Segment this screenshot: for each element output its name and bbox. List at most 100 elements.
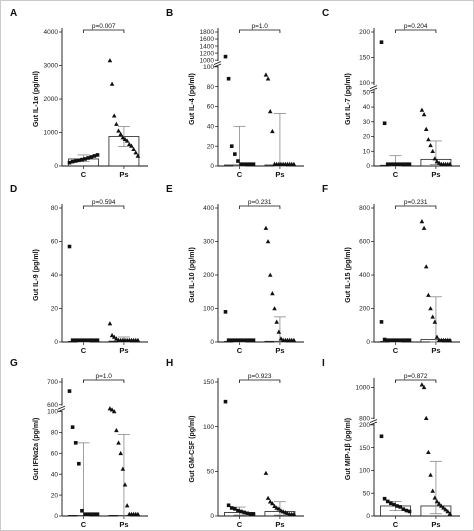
data-point-triangle [131,146,136,152]
y-tick-label: 100 [203,306,214,313]
data-point-square [223,54,228,59]
data-point-square [248,338,253,342]
category-label: C [81,170,87,179]
y-tick-label: 80 [207,84,215,91]
p-value-label: p=0.231 [248,199,272,206]
data-point-square [245,511,250,516]
data-point-triangle [434,334,440,339]
data-point-square [392,338,396,342]
data-point-triangle [423,126,429,131]
category-label: Ps [431,346,440,355]
axis-break-gap [371,85,377,91]
y-tick-label: 1400 [200,43,215,50]
panel-letter: H [166,358,173,369]
data-point-square [226,503,231,508]
data-point-triangle [447,337,453,342]
y-axis-label: Gut MIP-1β (pg/ml) [345,418,352,480]
panel-letter: E [166,184,173,195]
data-point-square [398,338,402,342]
data-point-triangle [111,409,117,414]
data-point-triangle [419,382,425,387]
data-point-square [95,512,100,516]
data-point-square [401,162,406,166]
axis-break-mark [369,87,378,92]
significance-bracket [239,205,281,209]
data-point-triangle [291,161,297,166]
data-point-square [236,159,240,163]
significance-bracket [83,379,125,383]
data-point-triangle [124,138,130,143]
y-tick-label: 4000 [44,29,59,36]
y-tick-label: 40 [363,104,371,111]
category-label: Ps [119,170,128,179]
y-tick-label: 300 [203,239,214,246]
data-point-triangle [127,141,132,147]
y-tick-label: 1000 [356,385,371,392]
data-point-square [404,338,409,342]
y-axis-label: Gut IL-15 (pg/ml) [345,247,352,303]
data-point-triangle [114,121,119,126]
panel-e: E Gut IL-10 (pg/ml) 0 100 200 300 400 C Ps p=0.23… [166,184,304,355]
axis-break-mark [369,421,378,426]
y-tick-label: 150 [359,445,370,452]
data-point-triangle [274,319,279,324]
data-point-square [92,338,97,342]
y-tick-label: 80 [51,430,59,437]
data-point-triangle [270,291,275,296]
data-point-square [248,162,253,166]
data-point-triangle [118,450,123,456]
data-point-square [92,154,97,158]
data-point-square [233,338,237,342]
data-point-square [389,501,393,506]
data-point-square [83,338,87,342]
category-label: C [81,346,87,355]
data-point-square [401,507,406,511]
data-point-square [80,157,84,162]
y-tick-label: 0 [210,513,214,520]
data-point-triangle [421,225,427,230]
y-tick-label: 100 [359,468,370,475]
y-tick-label: 40 [51,272,59,279]
p-value-label: p=0.872 [404,373,428,380]
p-value-label: p=0.594 [92,199,116,206]
data-point-square [89,155,94,159]
category-label: C [81,520,87,529]
data-point-square [242,510,246,515]
p-value-label: p=1.0 [95,373,112,380]
data-point-triangle [443,507,448,512]
data-point-square [407,162,412,166]
data-point-triangle [291,337,297,342]
category-label: Ps [275,346,284,355]
data-point-square [80,338,84,342]
data-point-square [248,512,253,516]
y-tick-label: 20 [51,492,59,499]
data-point-triangle [434,159,440,164]
y-tick-label: 600 [47,402,58,409]
data-point-triangle [120,466,126,471]
data-point-triangle [434,499,440,504]
category-label: C [237,170,243,179]
significance-bracket [395,379,437,383]
significance-bracket [83,205,125,209]
y-axis-label: Gut IL-9 (pg/ml) [33,249,40,301]
y-tick-label: 100 [203,64,214,71]
data-point-triangle [111,334,117,339]
y-tick-label: 1200 [200,50,215,57]
data-point-triangle [421,112,427,117]
data-point-square [229,144,234,148]
y-tick-label: 60 [51,239,59,246]
data-point-square [86,512,90,516]
y-tick-label: 200 [359,29,370,36]
panel-b: B Gut IL-4 (pg/ml) 0 20 40 60 80 10010001200140… [166,8,304,179]
data-point-triangle [107,58,113,63]
data-point-triangle [265,495,271,500]
data-point-square [80,508,84,513]
data-point-triangle [426,137,431,142]
axis-break-gap [59,405,65,411]
data-point-triangle [276,506,282,511]
axis-break-mark [57,405,66,410]
data-point-square [223,399,228,404]
y-tick-label: 0 [54,163,58,170]
data-point-triangle [432,156,438,161]
